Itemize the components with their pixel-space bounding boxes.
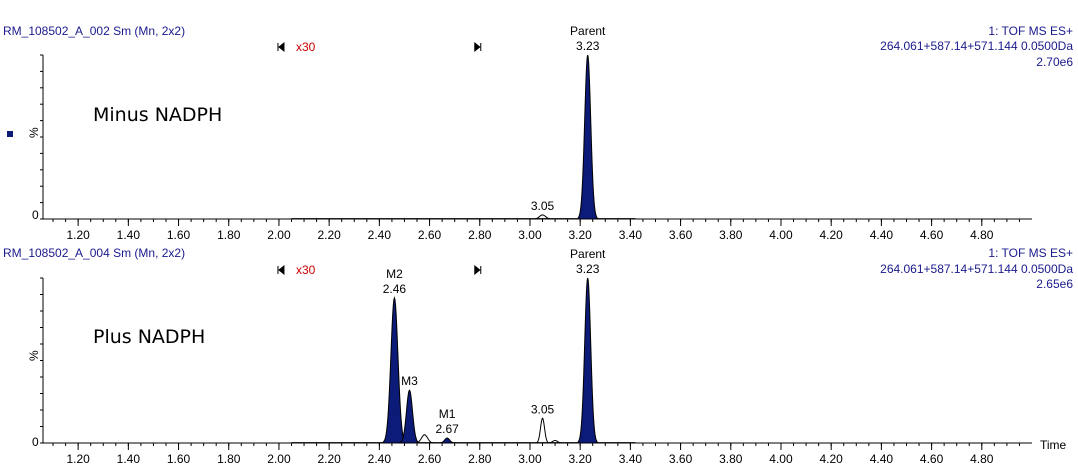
- x-tick-label: 2.80: [468, 228, 492, 242]
- peak-3-05: [535, 417, 550, 444]
- x-tick-label: 2.60: [418, 228, 442, 242]
- x-tick-label: 2.00: [267, 228, 291, 242]
- peak-label: Parent: [570, 24, 606, 38]
- chromatogram-id: RM_108502_A_004 Sm (Mn, 2x2): [3, 246, 185, 260]
- channel-label: 264.061+587.14+571.144 0.0500Da: [880, 39, 1073, 53]
- x-axis-title: Time: [1040, 438, 1067, 452]
- peak-label: M3: [401, 374, 418, 388]
- peak-2-52: [399, 389, 420, 444]
- x-tick-label: 2.40: [368, 228, 392, 242]
- x-tick-label: 3.00: [518, 228, 542, 242]
- max-intensity-label: 2.70e6: [1036, 55, 1073, 69]
- condition-label: Plus NADPH: [93, 326, 205, 348]
- x-tick-label: 3.60: [669, 452, 693, 466]
- x-tick-label: 3.80: [719, 228, 743, 242]
- x-tick-label: 1.40: [117, 228, 141, 242]
- x-tick-label: 2.40: [368, 452, 392, 466]
- y-axis-label: %: [27, 127, 41, 138]
- zoom-marker: x30: [296, 40, 316, 54]
- x-tick-label: 2.20: [317, 452, 341, 466]
- channel-label: 264.061+587.14+571.144 0.0500Da: [880, 262, 1073, 276]
- x-tick-label: 4.20: [820, 452, 844, 466]
- x-tick-label: 4.80: [970, 228, 994, 242]
- zoom-marker: x30: [296, 263, 316, 277]
- chromatogram-panel-minus-nadph: RM_108502_A_002 Sm (Mn, 2x2) 1: TOF MS E…: [3, 24, 1073, 242]
- peak-label: M2: [386, 267, 403, 281]
- x-tick-label: 4.40: [870, 228, 894, 242]
- peak-label: 2.46: [383, 282, 407, 296]
- x-tick-label: 4.60: [920, 228, 944, 242]
- peak-label: 3.05: [531, 402, 555, 416]
- peak-label: 3.23: [576, 39, 600, 53]
- x-tick-label: 3.20: [568, 228, 592, 242]
- peak-2-58: [414, 434, 435, 444]
- peak-3-23: [577, 54, 598, 220]
- x-tick-label: 4.40: [870, 452, 894, 466]
- y-axis-label: %: [27, 350, 41, 361]
- x-tick-label: 4.00: [769, 452, 793, 466]
- peak-label: 3.23: [576, 262, 600, 276]
- x-tick-label: 3.00: [518, 452, 542, 466]
- x-tick-label: 4.20: [820, 228, 844, 242]
- x-tick-label: 1.80: [217, 228, 241, 242]
- x-tick-label: 3.20: [568, 452, 592, 466]
- x-tick-label: 3.80: [719, 452, 743, 466]
- condition-label: Minus NADPH: [93, 104, 222, 126]
- x-tick-label: 4.00: [769, 228, 793, 242]
- x-tick-label: 3.60: [669, 228, 693, 242]
- peak-2-67: [438, 437, 456, 444]
- x-tick-label: 1.20: [66, 228, 90, 242]
- peak-label: M1: [439, 407, 456, 421]
- x-tick-label: 1.60: [167, 228, 191, 242]
- x-tick-label: 1.80: [217, 452, 241, 466]
- y-zero-label: 0: [32, 208, 39, 222]
- x-tick-label: 2.80: [468, 452, 492, 466]
- peak-label: 3.05: [531, 199, 555, 213]
- panel-indicator-square: [7, 131, 13, 137]
- x-tick-label: 1.40: [117, 452, 141, 466]
- peak-2-46: [382, 296, 407, 444]
- max-intensity-label: 2.65e6: [1036, 277, 1073, 291]
- zoom-range-end-icon: [474, 264, 482, 276]
- x-tick-label: 2.60: [418, 452, 442, 466]
- peak-label: Parent: [570, 247, 606, 261]
- chromatogram-panel-plus-nadph: RM_108502_A_004 Sm (Mn, 2x2) 1: TOF MS E…: [3, 246, 1073, 466]
- x-tick-label: 1.20: [66, 452, 90, 466]
- chromatogram-id: RM_108502_A_002 Sm (Mn, 2x2): [3, 24, 185, 38]
- detector-label: 1: TOF MS ES+: [988, 246, 1073, 260]
- zoom-range-end-icon: [474, 41, 482, 53]
- x-tick-label: 4.60: [920, 452, 944, 466]
- x-tick-label: 2.20: [317, 228, 341, 242]
- x-tick-label: 4.80: [970, 452, 994, 466]
- peak-label: 2.67: [435, 422, 459, 436]
- x-tick-label: 2.00: [267, 452, 291, 466]
- x-tick-label: 3.40: [619, 228, 643, 242]
- peak-3-1: [546, 440, 564, 444]
- peak-3-05: [532, 214, 553, 220]
- zoom-range-start-icon: [277, 41, 285, 53]
- x-tick-label: 3.40: [619, 452, 643, 466]
- detector-label: 1: TOF MS ES+: [988, 24, 1073, 38]
- peak-3-23: [577, 277, 598, 444]
- x-tick-label: 1.60: [167, 452, 191, 466]
- y-zero-label: 0: [32, 435, 39, 449]
- zoom-range-start-icon: [277, 264, 285, 276]
